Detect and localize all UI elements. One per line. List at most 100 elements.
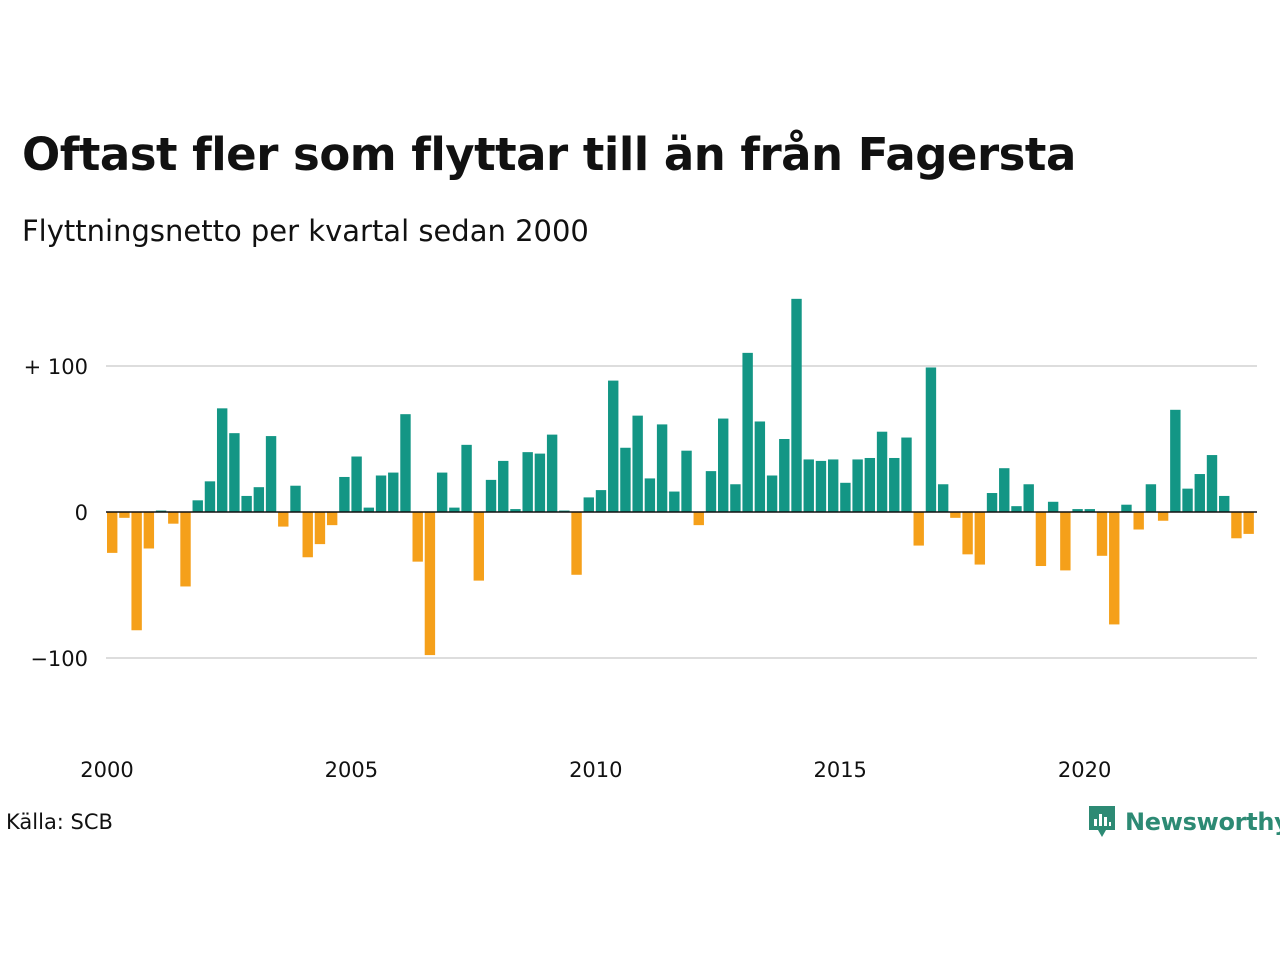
bar: [840, 482, 851, 512]
bar: [827, 459, 839, 512]
bar: [265, 436, 277, 512]
bar: [779, 439, 790, 512]
bar: [1194, 474, 1205, 512]
bar: [681, 450, 692, 512]
bar: [815, 460, 827, 512]
bar: [693, 512, 704, 526]
bar: [485, 479, 497, 512]
bar: [901, 437, 912, 512]
y-tick-label: 0: [75, 501, 88, 525]
x-tick-label: 2000: [80, 758, 133, 782]
bar: [1109, 512, 1120, 625]
bar: [1096, 512, 1108, 556]
bar: [1219, 495, 1230, 512]
bar: [583, 497, 594, 512]
bar: [473, 512, 484, 581]
brand-logo: Newsworthy: [1087, 804, 1280, 840]
bar: [278, 512, 289, 527]
bar: [644, 478, 656, 512]
bar: [522, 452, 533, 512]
y-tick-label: + 100: [24, 355, 88, 379]
bar: [766, 475, 778, 512]
bar: [302, 512, 313, 558]
bar: [375, 475, 387, 512]
bar: [107, 512, 118, 553]
bar: [1157, 512, 1169, 521]
bar: [669, 491, 680, 512]
bar: [131, 512, 142, 631]
bar: [351, 456, 362, 512]
y-tick-label: −100: [30, 647, 88, 671]
bar: [412, 512, 423, 562]
bar: [595, 490, 607, 512]
newsworthy-icon: [1089, 806, 1115, 837]
bar: [571, 512, 582, 575]
bar: [1170, 409, 1181, 512]
bar: [290, 485, 301, 512]
bar: [388, 472, 399, 512]
bar: [925, 367, 937, 512]
bar: [1035, 512, 1047, 567]
bar: [216, 408, 228, 512]
bar-chart: + 100 0 −100 2000 2005 2010 2015 2020: [24, 298, 1257, 782]
bar: [974, 512, 986, 565]
brand-name: Newsworthy: [1125, 808, 1280, 836]
x-tick-label: 2015: [813, 758, 866, 782]
bar: [852, 459, 863, 512]
bar: [498, 460, 509, 512]
bar: [889, 457, 900, 512]
bar: [363, 507, 375, 512]
bar: [608, 380, 619, 512]
bar: [241, 495, 252, 512]
bar: [962, 512, 973, 555]
bar: [1231, 512, 1242, 539]
bar: [1072, 509, 1083, 512]
bar: [705, 471, 717, 512]
chart-title: Oftast fler som flyttar till än från Fag…: [22, 128, 1076, 181]
bar: [718, 418, 729, 512]
bar: [400, 414, 411, 512]
bar: [913, 512, 924, 546]
bar: [1182, 488, 1193, 512]
bar: [461, 444, 472, 512]
bar: [730, 484, 741, 512]
bar: [534, 453, 546, 512]
bar: [1145, 484, 1157, 512]
bar: [986, 493, 998, 512]
bar: [143, 512, 155, 549]
bar: [950, 512, 961, 518]
bar: [253, 487, 265, 512]
bar: [229, 433, 240, 512]
bar: [937, 484, 949, 512]
bar: [510, 509, 521, 512]
bar: [314, 512, 326, 545]
bar: [119, 512, 130, 518]
bar: [632, 415, 643, 512]
bar: [1243, 512, 1254, 534]
bar: [168, 512, 179, 524]
bar: [436, 472, 448, 512]
bar: [1133, 512, 1144, 530]
bar: [1011, 506, 1022, 512]
bar: [424, 512, 436, 656]
bar: [803, 459, 814, 512]
chart-subtitle: Flyttningsnetto per kvartal sedan 2000: [22, 214, 589, 248]
bar: [791, 298, 802, 512]
bar: [449, 507, 460, 512]
bar: [999, 468, 1010, 512]
bar: [339, 476, 350, 512]
bar: [204, 481, 216, 512]
x-tick-label: 2005: [325, 758, 378, 782]
source-note: Källa: SCB: [6, 810, 113, 834]
bar: [742, 352, 753, 512]
bar: [180, 512, 191, 587]
bar: [1047, 501, 1059, 512]
bar: [1121, 504, 1132, 512]
bar: [656, 424, 668, 512]
bar: [192, 500, 203, 512]
bar: [1206, 455, 1218, 512]
bar: [754, 421, 766, 512]
bar: [876, 431, 888, 512]
bar: [1084, 509, 1095, 512]
bar: [546, 434, 558, 512]
